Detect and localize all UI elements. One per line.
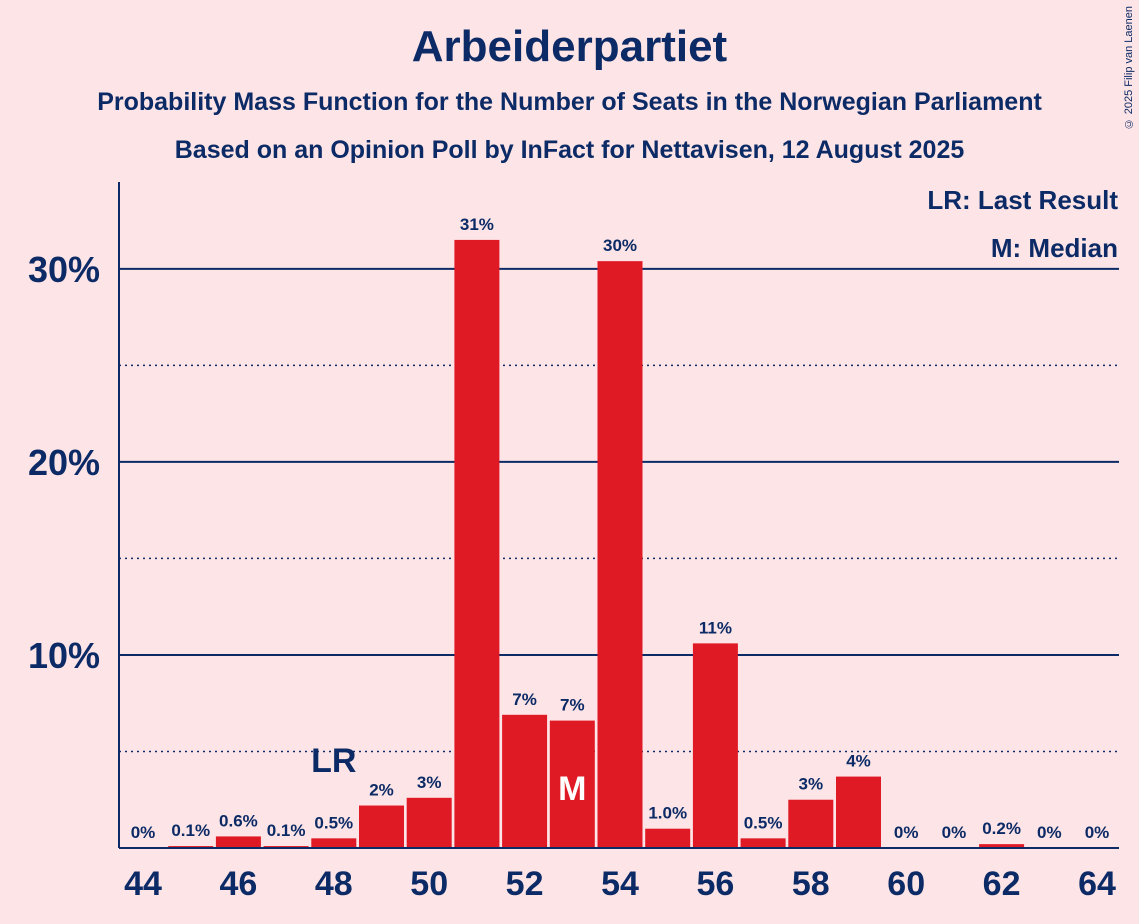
data-label-seat-53: 7%	[560, 696, 585, 715]
x-tick-label: 50	[410, 865, 448, 903]
bar-seat-57	[740, 838, 786, 848]
bar-seat-48	[311, 838, 357, 848]
data-label-seat-55: 1.0%	[648, 804, 687, 823]
legend-median: M: Median	[991, 233, 1118, 263]
x-tick-label: 52	[506, 865, 544, 903]
data-label-seat-58: 3%	[799, 775, 824, 794]
bar-seat-54	[597, 261, 643, 848]
y-tick-label: 30%	[28, 249, 100, 290]
y-tick-label: 20%	[28, 442, 100, 483]
bar-seat-46	[215, 836, 261, 848]
data-labels: 0% 0.1% 0.6% 0.1% 0.5% 2% 3% 31% 7% 7% 30% 1.0% 11% 0…	[131, 215, 1110, 842]
y-tick-label: 10%	[28, 635, 100, 676]
x-tick-label: 54	[601, 865, 639, 903]
x-tick-label: 48	[315, 865, 353, 903]
data-label-seat-62: 0.2%	[982, 819, 1021, 838]
data-label-seat-64: 0%	[1085, 823, 1110, 842]
bar-seat-51	[454, 239, 500, 849]
chart-subtitle-source: Based on an Opinion Poll by InFact for N…	[174, 136, 965, 164]
axes: 10% 20% 30% 44 46 48 50 52 54 56 58 60 62 64	[28, 182, 1119, 903]
data-label-seat-45: 0.1%	[171, 821, 210, 840]
chart-subtitle: Probability Mass Function for the Number…	[97, 88, 1042, 116]
data-label-seat-46: 0.6%	[219, 811, 258, 830]
bar-seat-49	[359, 805, 404, 848]
x-tick-label: 64	[1078, 865, 1116, 903]
x-tick-label: 44	[124, 865, 162, 903]
data-label-seat-44: 0%	[131, 823, 156, 842]
bar-seat-58	[788, 799, 834, 848]
x-tick-label: 62	[983, 865, 1021, 903]
data-label-seat-51: 31%	[460, 215, 494, 234]
data-label-seat-54: 30%	[603, 236, 637, 255]
bar-seat-62	[979, 844, 1025, 848]
bar-seat-56	[692, 643, 738, 848]
bar-seat-53	[549, 720, 595, 848]
data-label-seat-57: 0.5%	[744, 813, 783, 832]
x-tick-label: 58	[792, 865, 830, 903]
data-label-seat-50: 3%	[417, 773, 442, 792]
bar-seat-50	[406, 797, 452, 848]
bar-seat-59	[836, 776, 881, 848]
data-label-seat-47: 0.1%	[267, 821, 306, 840]
data-label-seat-59: 4%	[846, 752, 871, 771]
data-label-seat-61: 0%	[942, 823, 967, 842]
x-tick-label: 56	[696, 865, 734, 903]
data-label-seat-52: 7%	[512, 690, 537, 709]
chart-title: Arbeiderpartiet	[411, 22, 728, 71]
data-label-seat-48: 0.5%	[314, 813, 353, 832]
bar-seat-55	[645, 828, 691, 848]
data-label-seat-63: 0%	[1037, 823, 1062, 842]
data-label-seat-60: 0%	[894, 823, 919, 842]
last-result-marker: LR	[311, 742, 356, 780]
median-marker: M	[558, 770, 586, 808]
data-label-seat-56: 11%	[699, 618, 732, 637]
x-tick-label: 46	[219, 865, 257, 903]
legend-last-result: LR: Last Result	[927, 185, 1118, 215]
bar-seat-52	[502, 714, 548, 848]
x-tick-label: 60	[887, 865, 925, 903]
bar-series	[168, 239, 1025, 849]
data-label-seat-49: 2%	[369, 781, 394, 800]
